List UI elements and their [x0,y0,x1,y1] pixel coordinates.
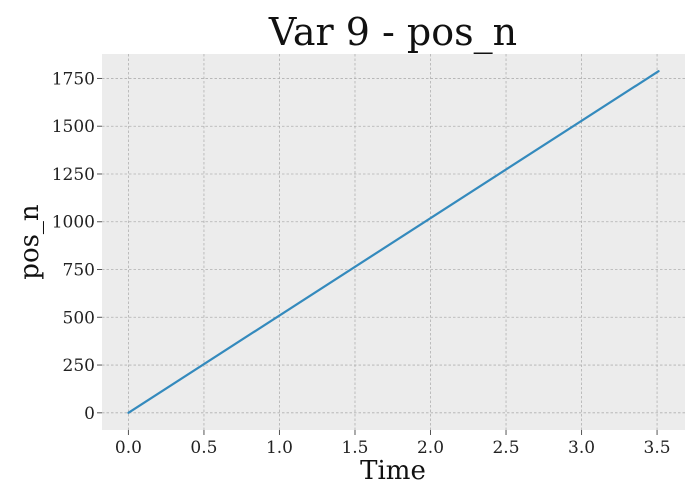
y-tick-label: 1500 [52,117,95,137]
x-axis-title: Time [360,456,426,486]
y-tick-label: 500 [63,308,95,328]
chart-title: Var 9 - pos_n [268,10,517,55]
y-tick-label: 1000 [52,213,95,233]
y-tick-label: 1250 [52,165,95,185]
y-axis-title: pos_n [15,204,45,280]
y-tick-label: 0 [84,404,95,424]
y-tick-label: 250 [63,356,95,376]
x-tick-label: 2.5 [492,438,519,458]
y-tick-label: 1750 [52,69,95,89]
series-line [127,70,660,414]
x-axis-ticks: 0.0 0.5 1.0 1.5 2.0 2.5 3.0 3.5 [115,430,671,458]
x-tick-label: 1.5 [341,438,368,458]
x-tick-label: 1.0 [266,438,293,458]
y-axis-ticks: 0 250 500 750 1000 1250 1500 1750 [52,69,102,424]
y-tick-label: 750 [63,261,95,281]
x-tick-label: 0.5 [190,438,217,458]
x-tick-label: 2.0 [417,438,444,458]
x-tick-label: 3.0 [568,438,595,458]
x-tick-label: 0.0 [115,438,142,458]
series-layer [127,70,660,414]
x-tick-label: 3.5 [644,438,671,458]
